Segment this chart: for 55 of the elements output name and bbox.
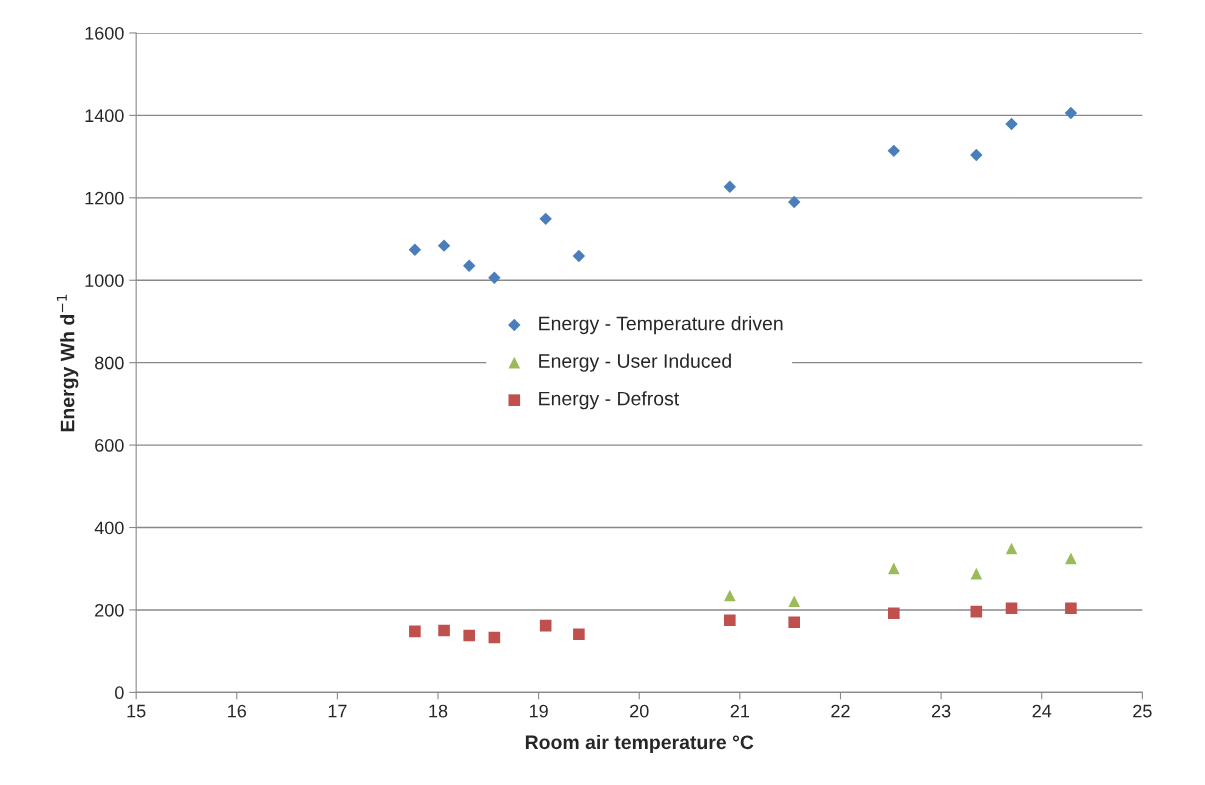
y-tick-label: 1200 <box>85 191 124 205</box>
y-tick-label: 400 <box>94 521 124 535</box>
point <box>438 624 450 637</box>
point <box>572 249 586 263</box>
x-tick-label: 23 <box>931 704 951 718</box>
y-tick-label: 0 <box>115 686 124 700</box>
y-tick-label: 200 <box>95 603 124 617</box>
point <box>488 631 501 644</box>
point <box>437 239 451 252</box>
point <box>1005 542 1018 555</box>
x-tick-label: 22 <box>831 704 850 718</box>
point <box>463 629 476 642</box>
point <box>788 595 801 608</box>
legend-label: Energy - Defrost <box>539 391 680 410</box>
x-tick-label: 17 <box>328 704 347 718</box>
y-axis-title: Energy Wh d$^{−1}$ <box>56 294 79 432</box>
x-tick-label: 18 <box>429 704 448 718</box>
y-tick-label: 1000 <box>85 274 124 287</box>
point <box>408 243 422 256</box>
point <box>888 562 900 575</box>
point <box>724 589 736 602</box>
x-tick-label: 21 <box>730 704 750 718</box>
y-tick-label: 800 <box>95 356 124 370</box>
y-tick-label: 600 <box>95 439 124 452</box>
x-tick-label: 25 <box>1133 704 1152 718</box>
x-tick-label: 16 <box>228 704 247 718</box>
point <box>1065 552 1077 565</box>
point <box>573 628 585 641</box>
point <box>788 616 801 629</box>
x-axis-title: Room air temperature °C <box>525 734 754 754</box>
point <box>1005 117 1018 131</box>
x-tick-label: 24 <box>1032 704 1052 718</box>
legend-label: Energy - User Induced <box>539 353 731 372</box>
point <box>539 212 552 226</box>
y-tick-label: 1400 <box>85 109 124 123</box>
point <box>970 567 983 580</box>
x-tick-label: 15 <box>127 704 146 718</box>
y-tick-label: 1600 <box>85 26 124 40</box>
point <box>787 195 801 209</box>
point <box>409 625 421 638</box>
point <box>488 271 501 284</box>
point <box>1005 602 1018 615</box>
point <box>970 148 983 162</box>
point <box>888 607 900 620</box>
point <box>539 619 552 632</box>
point <box>724 614 736 627</box>
point <box>887 144 901 158</box>
point <box>463 259 476 273</box>
legend-label: Energy - Temperature driven <box>539 316 783 335</box>
point <box>723 180 737 193</box>
point <box>1065 602 1077 615</box>
x-tick-label: 20 <box>630 704 649 718</box>
x-tick-label: 19 <box>529 704 548 718</box>
point <box>970 605 983 618</box>
point <box>1064 106 1078 120</box>
